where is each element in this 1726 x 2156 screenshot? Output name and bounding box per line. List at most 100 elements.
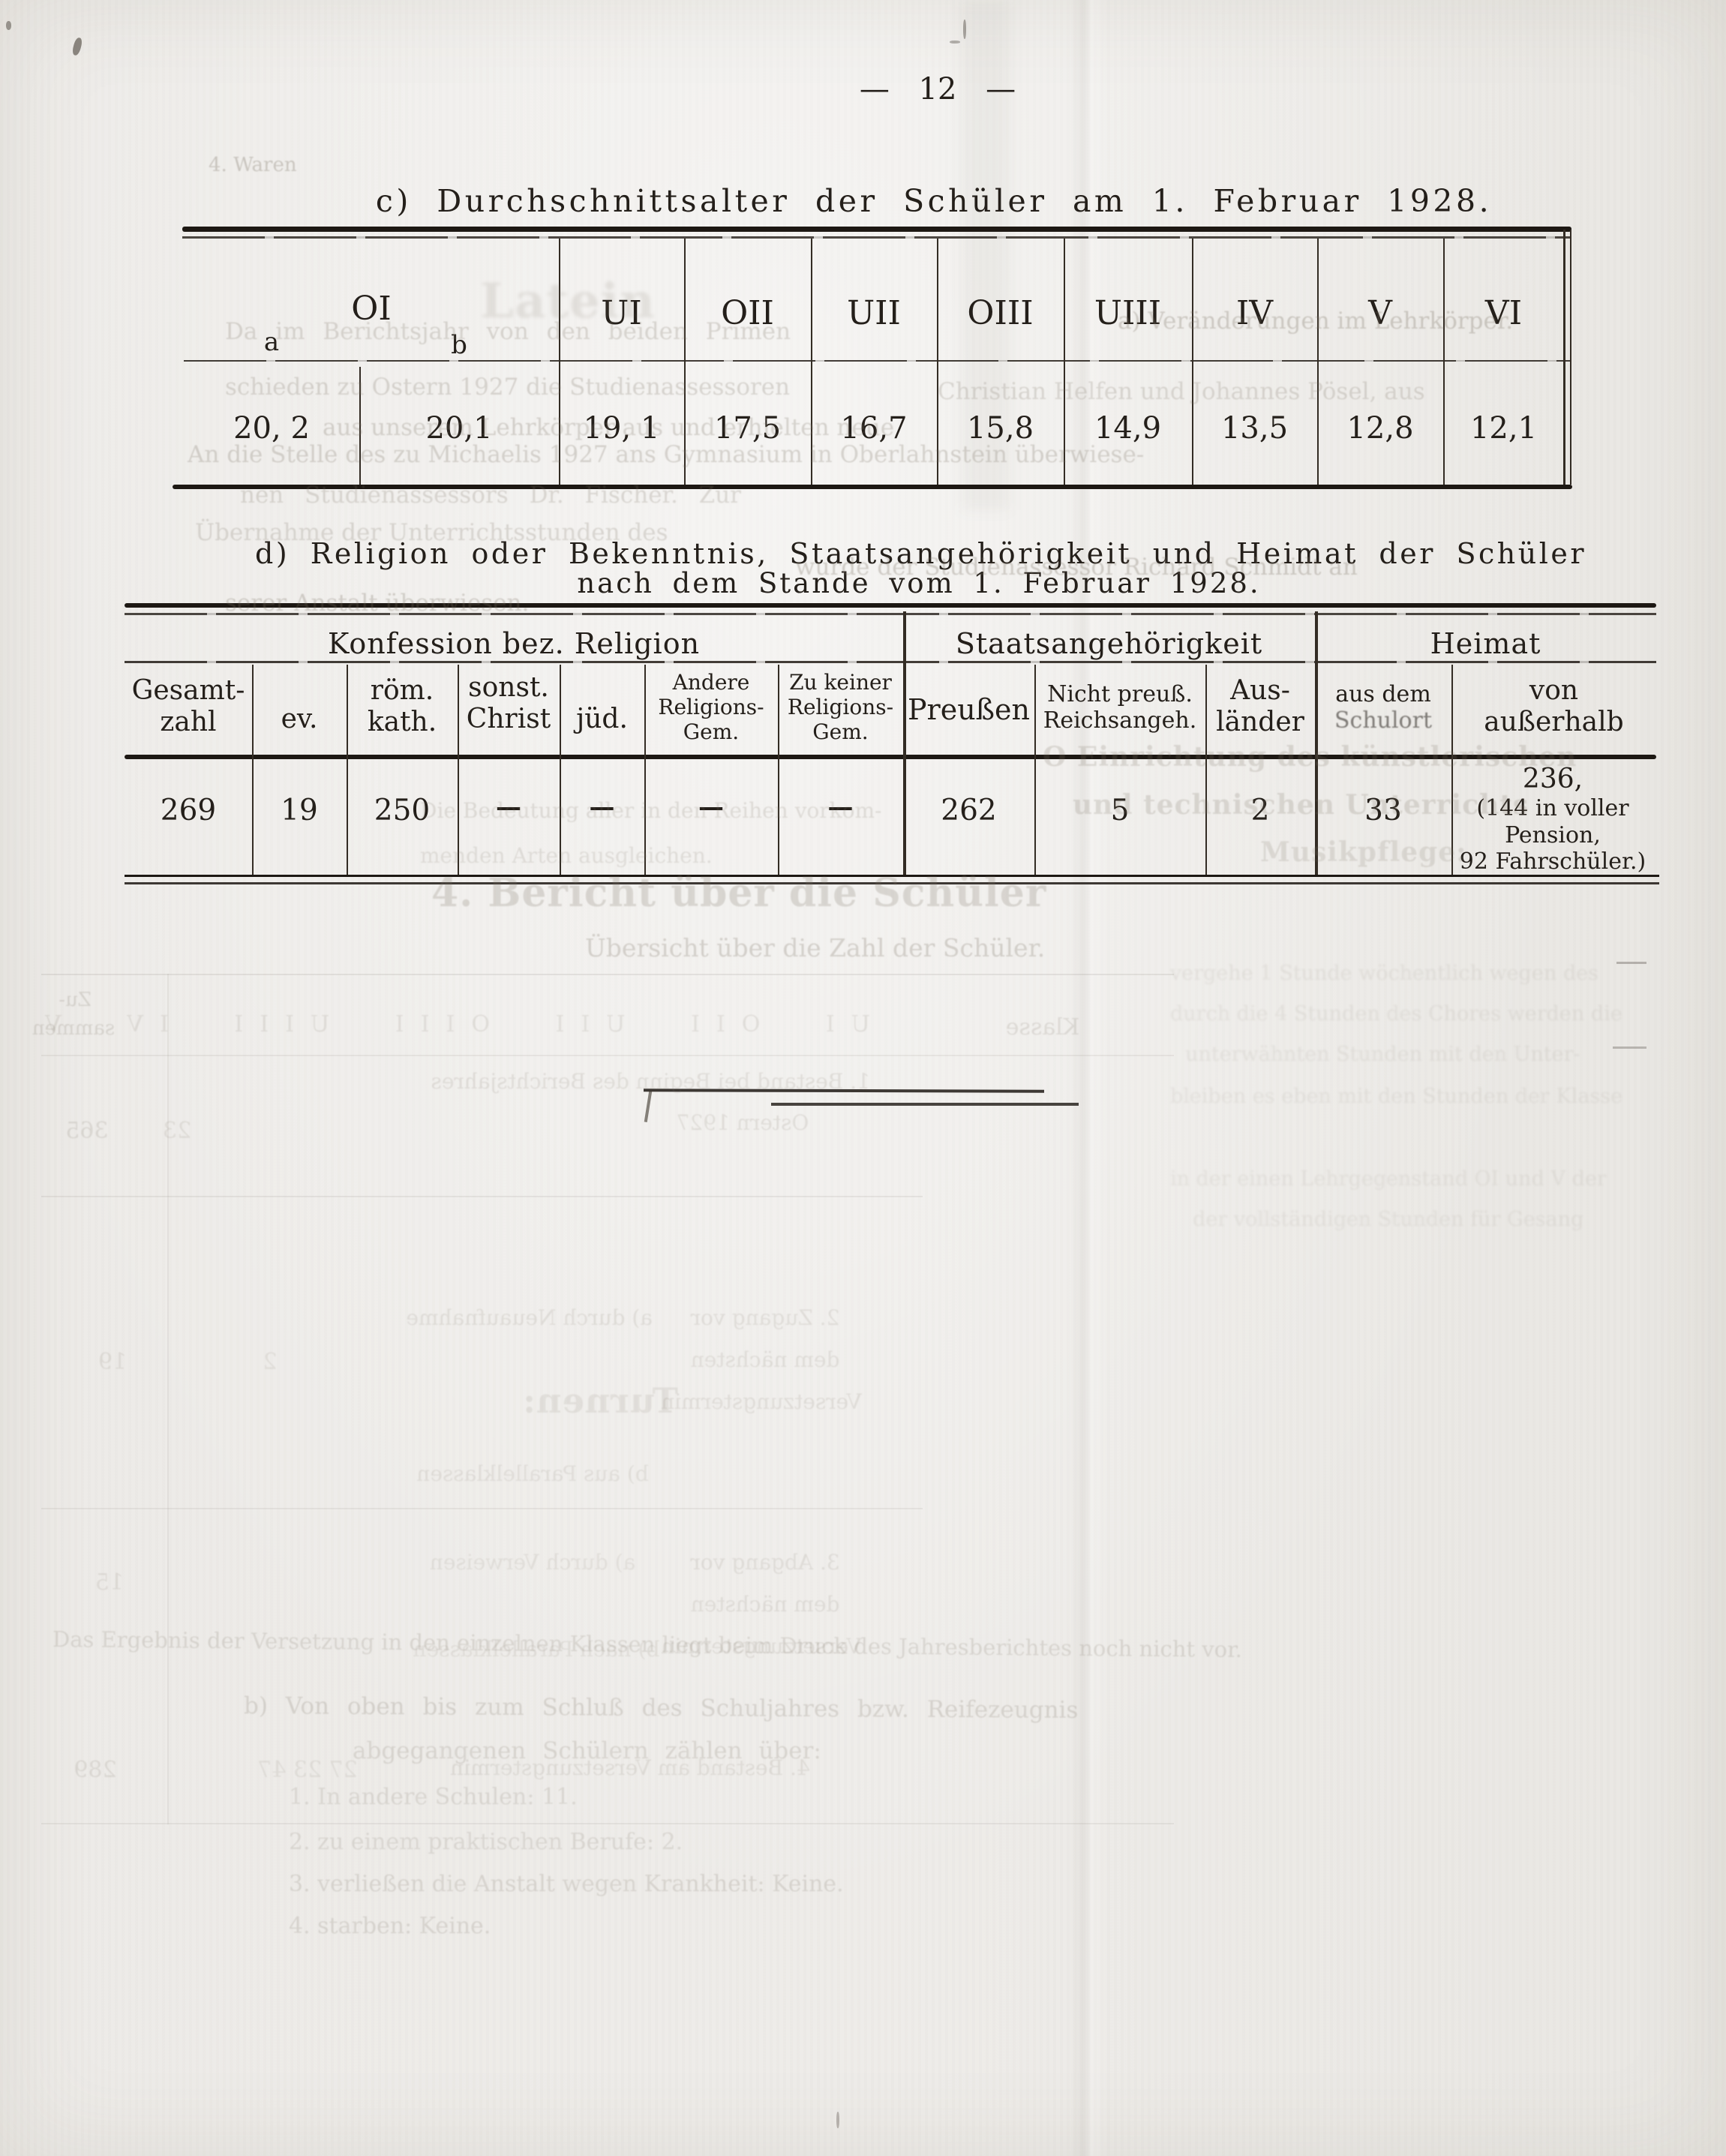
ghost-text: a) Veränderungen im Lehrkörper.	[1118, 308, 1514, 335]
t2-divider	[252, 665, 254, 875]
ghost-text: wurde der Studienassessor Richard Schmid…	[795, 554, 1358, 581]
ghost-mirrored-text: 2. Zugang vor	[690, 1305, 840, 1330]
t2-value-ev: 19	[281, 794, 318, 827]
ink-speck	[836, 2112, 839, 2128]
t1-value-V: 12,8	[1346, 411, 1414, 446]
t2-group-rule	[125, 661, 1656, 663]
t2-divider	[458, 665, 459, 875]
t1-divider	[1317, 239, 1319, 485]
ghost-mirrored-text: sammen	[32, 1017, 116, 1040]
t1-col-header-VI: VI	[1484, 294, 1523, 332]
t1-value-OIII: 15,8	[966, 411, 1034, 446]
ghost-mirrored-text: Zu-	[59, 989, 92, 1011]
ghost-mirrored-text: Ostern 1927	[676, 1110, 809, 1135]
t1-value-OIb: 20,1	[425, 411, 493, 446]
ghost-mirrored-text: a) durch Neuaufnahme	[406, 1305, 653, 1330]
t2-value-roem-kath: 250	[374, 794, 431, 827]
t2-group-divider	[1315, 611, 1318, 875]
ghost-mirrored-text: a) durch Verweisen	[429, 1550, 636, 1575]
scan-shadow-band	[962, 0, 1010, 510]
ghost-text: aus unserem Lehrkörper aus und erhielten…	[323, 414, 895, 441]
value-line: 236,	[1522, 764, 1583, 794]
t2-bottom-rule-outer	[125, 875, 1659, 877]
ghost-mirrored-text: 3. Abgang vor	[690, 1550, 840, 1575]
t1-value-IV: 13,5	[1220, 411, 1289, 446]
t1-value-UI: 19, 1	[583, 411, 660, 446]
ink-speck	[963, 20, 966, 39]
ghost-mirrored-number: 23	[162, 1118, 192, 1144]
t1-top-rule-thin	[182, 236, 1571, 239]
t2-value-gesamtzahl: 269	[160, 794, 217, 827]
t1-col-header-OII: OII	[721, 294, 774, 332]
ghost-mirrored-text: Klasse	[1005, 1014, 1080, 1040]
paper-crease	[1069, 0, 1108, 2156]
stray-rule-lower	[771, 1103, 1079, 1106]
t2-value-von-ausserhalb: 236, (144 in voller Pension, 92 Fahrschü…	[1444, 764, 1661, 875]
ghost-mirrored-number: 19	[98, 1349, 128, 1375]
ink-speck	[950, 41, 960, 44]
t2-value-auslaender: 2	[1250, 794, 1270, 827]
t1-divider	[1192, 239, 1193, 485]
ghost-mirrored-text: UI OII UII OIII UIII IV V VI	[0, 1011, 870, 1037]
t2-col-header-aus-dem-schulort: aus dem Schulort	[1315, 681, 1451, 734]
t1-top-rule-heavy	[182, 227, 1571, 232]
header-line: röm.	[370, 675, 434, 706]
ghost-text: b) Von oben bis zum Schluß des Schuljahr…	[243, 1692, 1079, 1724]
header-line: außerhalb	[1484, 707, 1624, 738]
t2-col-header-sonst-christ: sonst. Christ	[458, 672, 560, 736]
header-line: länder	[1216, 707, 1304, 738]
header-line: Religions-	[658, 695, 764, 720]
t2-mid-rule	[125, 755, 1656, 759]
ghost-table-line	[41, 1055, 1174, 1056]
t2-col-header-gesamtzahl: Gesamt- zahl	[125, 675, 252, 739]
t1-value-VI: 12,1	[1469, 411, 1538, 446]
ghost-text: 4. Bericht über die Schüler	[431, 870, 1047, 916]
ghost-text: Latein	[480, 273, 656, 329]
header-line: Zu keiner	[789, 670, 892, 695]
header-line: sonst.	[468, 672, 549, 703]
header-line: Aus-	[1230, 675, 1290, 706]
ghost-text: Musikpflege:	[1260, 836, 1467, 868]
ghost-text: nen Studienassessors Dr. Fischer. Zur	[240, 482, 741, 509]
header-line: Preußen	[907, 693, 1031, 726]
header-line: Schulort	[1334, 707, 1433, 734]
header-line: Reichsangeh.	[1043, 707, 1197, 734]
ghost-text: O Einrichtung des künstlerischen	[1043, 741, 1577, 773]
t2-bottom-rule-inner	[125, 882, 1659, 884]
t2-value-nicht-preuss: 5	[1110, 794, 1130, 827]
ghost-table-vline	[167, 974, 169, 1824]
t2-divider	[1205, 665, 1207, 875]
t2-col-header-andere-religionsgem: Andere Religions- Gem.	[644, 670, 778, 744]
t2-col-header-auslaender: Aus- länder	[1205, 675, 1315, 739]
t1-header-rule	[184, 360, 1571, 362]
margin-dash	[1616, 962, 1646, 964]
t2-group-header-heimat: Heimat	[1430, 627, 1541, 660]
t1-sub-header-a: a	[263, 327, 280, 357]
t1-col-header-IV: IV	[1235, 294, 1274, 332]
t2-col-header-preussen: Preußen	[903, 693, 1034, 727]
t1-bottom-rule	[173, 485, 1572, 489]
header-line: aus dem	[1335, 681, 1431, 707]
page-number: — 12 —	[859, 72, 1016, 107]
header-line: Andere	[672, 670, 750, 695]
ghost-mirrored-text: Turnen:	[522, 1380, 678, 1421]
ghost-text: schieden zu Ostern 1927 die Studienasses…	[225, 374, 791, 401]
t1-divider	[1064, 239, 1065, 485]
ghost-text: vergehe 1 Stunde wöchentlich wegen des	[1170, 962, 1598, 985]
ghost-text: Das Ergebnis der Versetzung in den einze…	[52, 1626, 1243, 1662]
t2-col-header-zu-keiner-religionsgem: Zu keiner Religions- Gem.	[778, 670, 903, 744]
ghost-text: Die Bedeutung aller in den Reihen vorkom…	[420, 798, 882, 823]
t2-group-header-staatsangehoerigkeit: Staatsangehörigkeit	[955, 627, 1263, 660]
t2-value-zu-keiner-religionsgem: —	[827, 792, 854, 822]
t2-divider	[560, 665, 561, 875]
t1-col-header-UI: UI	[601, 294, 642, 332]
t1-col-header-V: V	[1368, 294, 1392, 332]
ink-speck	[71, 37, 83, 56]
t1-divider	[1443, 239, 1445, 485]
header-line: zahl	[160, 707, 217, 738]
ghost-mirrored-number: 15	[95, 1569, 125, 1596]
ghost-text: der vollständigen Stunden für Gesang	[1193, 1208, 1584, 1231]
t2-value-andere-religionsgem: —	[698, 792, 724, 822]
ghost-text: durch die 4 Stunden des Chores werden di…	[1170, 1002, 1622, 1025]
t2-col-header-roem-kath: röm. kath.	[347, 675, 458, 739]
